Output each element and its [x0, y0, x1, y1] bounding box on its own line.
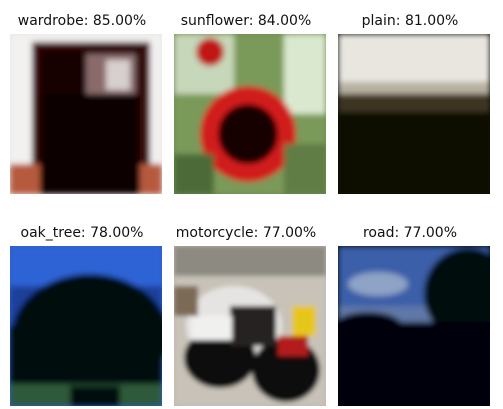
caption: plain: 81.00% [361, 13, 459, 29]
thumbnail-image [10, 34, 162, 194]
caption: oak_tree: 78.00% [20, 225, 144, 241]
thumbnail-image [174, 34, 326, 194]
thumbnail-image [174, 246, 326, 406]
caption: road: 77.00% [362, 225, 458, 241]
thumbnail-image [338, 246, 490, 406]
thumbnail-image [10, 246, 162, 406]
caption: sunflower: 84.00% [180, 13, 312, 29]
caption: motorcycle: 77.00% [175, 225, 317, 241]
caption: wardrobe: 85.00% [17, 13, 147, 29]
thumbnail-image [338, 34, 490, 194]
